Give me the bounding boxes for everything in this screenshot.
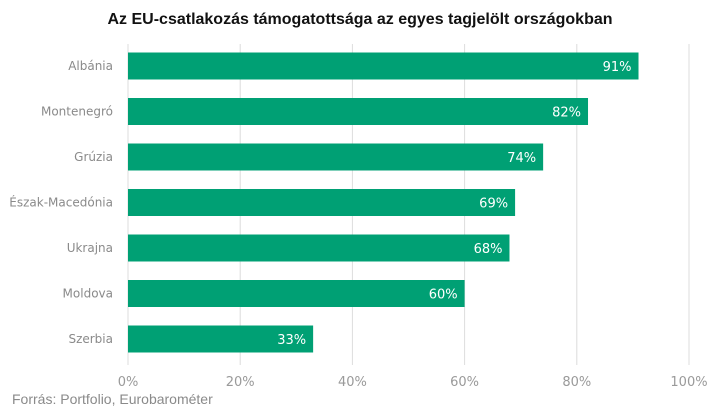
x-tick-label: 60%	[450, 375, 479, 390]
bar	[128, 52, 639, 80]
bar	[128, 189, 516, 216]
category-label: Montenegró	[41, 105, 113, 119]
bar	[128, 280, 465, 307]
bar-value-label: 82%	[552, 106, 581, 121]
bar-value-label: 33%	[277, 333, 306, 348]
bar-value-label: 91%	[603, 60, 632, 75]
chart-title: Az EU-csatlakozás támogatottsága az egye…	[107, 11, 612, 28]
x-tick-label: 40%	[338, 375, 367, 390]
bar-value-label: 69%	[479, 197, 508, 212]
x-tick-label: 0%	[118, 375, 139, 390]
category-label: Grúzia	[74, 150, 113, 164]
bars: 91% 82% 74% 69% 68% 60% 33%	[128, 52, 639, 353]
bar	[128, 98, 589, 125]
bar-value-label: 60%	[429, 288, 458, 303]
x-tick-label: 80%	[562, 375, 591, 390]
category-label: Ukrajna	[67, 241, 113, 255]
category-label: Észak-Macedónia	[9, 195, 113, 210]
bar	[128, 234, 510, 262]
source-note: Forrás: Portfolio, Eurobarométer	[12, 391, 213, 407]
x-axis-ticks: 0% 20% 40% 60% 80% 100%	[118, 375, 708, 390]
category-label: Albánia	[68, 59, 113, 73]
category-label: Szerbia	[68, 332, 113, 346]
bar	[128, 325, 314, 353]
x-tick-label: 100%	[670, 375, 707, 390]
category-labels: Albánia Montenegró Grúzia Észak-Macedónia Uk…	[9, 59, 113, 346]
bar-value-label: 68%	[474, 242, 503, 257]
x-tick-label: 20%	[226, 375, 255, 390]
category-label: Moldova	[63, 287, 113, 301]
bar-value-label: 74%	[507, 151, 536, 166]
bar	[128, 143, 544, 171]
